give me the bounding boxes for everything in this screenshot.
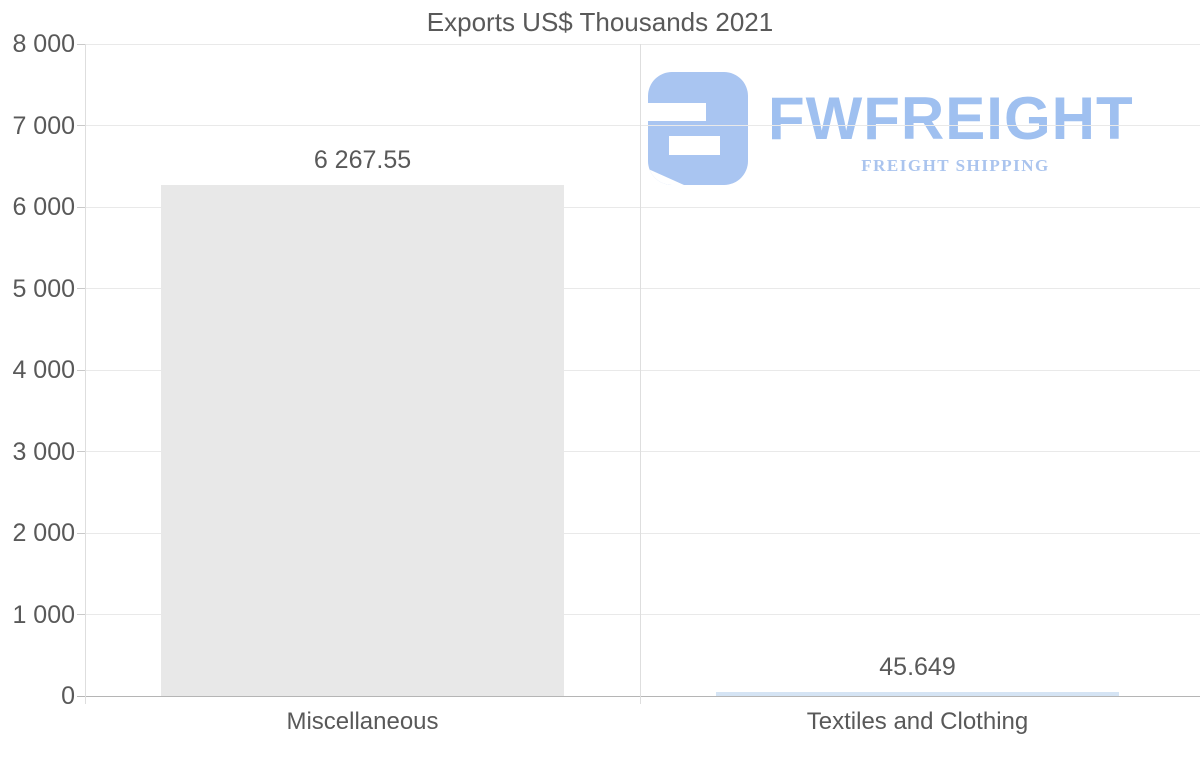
y-axis-line xyxy=(84,44,86,696)
gridline xyxy=(85,288,1200,289)
y-axis-label: 8 000 xyxy=(12,30,75,58)
x-axis-tick xyxy=(84,696,86,704)
y-axis-label: 6 000 xyxy=(12,193,75,221)
x-axis-baseline xyxy=(77,695,1200,697)
gridline xyxy=(85,532,1200,534)
category-divider-line xyxy=(639,44,641,696)
bar-miscellaneous xyxy=(161,185,564,696)
bar-value-label-miscellaneous: 6 267.55 xyxy=(313,146,412,175)
x-axis-category-label-miscellaneous: Miscellaneous xyxy=(286,708,439,735)
y-axis-tick xyxy=(77,125,86,126)
watermark-brand-text: FWFREIGHT xyxy=(768,85,1134,152)
chart-title: Exports US$ Thousands 2021 xyxy=(426,7,774,37)
y-axis-label: 0 xyxy=(61,682,75,710)
x-axis-category-label-textiles-and-clothing: Textiles and Clothing xyxy=(806,708,1029,735)
y-axis-label: 1 000 xyxy=(12,600,75,629)
bar-value-label-textiles-and-clothing: 45.649 xyxy=(879,653,956,682)
watermark-tagline-text: FREIGHT SHIPPING xyxy=(861,156,1050,175)
y-axis-tick xyxy=(77,288,86,289)
y-axis-label: 5 000 xyxy=(12,274,75,303)
x-axis-tick xyxy=(639,696,641,704)
gridline xyxy=(85,206,1200,208)
fwfreight-logo-icon xyxy=(648,72,748,185)
y-axis-label: 3 000 xyxy=(12,437,75,466)
bar-textiles-and-clothing xyxy=(716,692,1119,696)
y-axis-tick xyxy=(77,451,86,452)
gridline xyxy=(85,43,1200,45)
y-axis-label: 7 000 xyxy=(12,111,75,140)
gridline xyxy=(85,614,1200,615)
y-axis-tick xyxy=(77,206,86,208)
gridline xyxy=(85,369,1200,371)
gridline xyxy=(85,125,1200,126)
y-axis-label: 4 000 xyxy=(12,356,75,384)
y-axis-label: 2 000 xyxy=(12,519,75,547)
watermark: FWFREIGHT FREIGHT SHIPPING xyxy=(648,72,1148,190)
y-axis-tick xyxy=(77,614,86,615)
y-axis-tick xyxy=(77,43,86,45)
y-axis-tick xyxy=(77,369,86,371)
y-axis-tick xyxy=(77,532,86,534)
gridline xyxy=(85,451,1200,452)
